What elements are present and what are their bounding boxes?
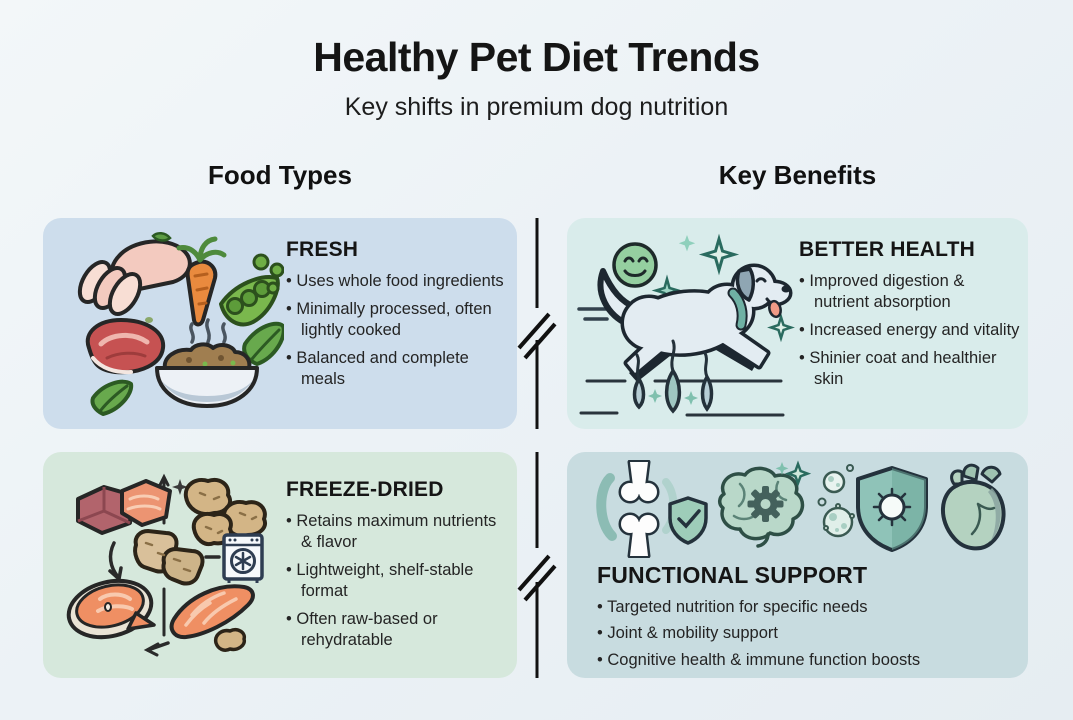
- card-functional-support: FUNCTIONAL SUPPORT Targeted nutrition fo…: [567, 452, 1028, 678]
- bullet: Lightweight, shelf-stable format: [286, 560, 510, 602]
- sparkle-icon: [172, 479, 188, 495]
- functional-support-heading: FUNCTIONAL SUPPORT: [597, 562, 868, 588]
- bullet: Joint & mobility support: [597, 622, 1011, 644]
- immune-shield-icon: [817, 464, 928, 552]
- bullet: Increased energy and vitality: [799, 320, 1021, 341]
- fresh-heading: FRESH: [286, 238, 359, 261]
- sparkle-icon: [678, 235, 696, 252]
- bullet: Targeted nutrition for specific needs: [597, 596, 1011, 618]
- carrot-icon: [151, 232, 227, 327]
- spinach-leaf-icon: [90, 317, 284, 416]
- sparkle-icon: [698, 233, 740, 276]
- page-subtitle: Key shifts in premium dog nutrition: [344, 93, 729, 121]
- peas-icon: [252, 253, 284, 295]
- fresh-bullets: Uses whole food ingredients Minimally pr…: [286, 271, 504, 390]
- salmon-steak-icon: [66, 578, 156, 640]
- sparkle-icon: [684, 391, 698, 405]
- running-dog-icon: [597, 263, 793, 382]
- freeze-dried-bullets: Retains maximum nutrients & flavor Light…: [286, 511, 510, 651]
- freeze-dried-cubes-icon: [133, 529, 205, 586]
- shield-virus-icon: [856, 466, 928, 552]
- fresh-ingredients-illustration: [77, 232, 284, 416]
- card-freeze-dried: FREEZE-DRIED Retains maximum nutrients &…: [43, 452, 517, 678]
- card-better-health: BETTER HEALTH Improved digestion & nutri…: [567, 218, 1028, 429]
- bullet: Balanced and complete meals: [286, 348, 504, 390]
- gear-icon: [747, 486, 784, 522]
- raw-meat-cubes-icon: [76, 479, 172, 535]
- sparkle-icon: [775, 462, 789, 475]
- better-health-bullets: Improved digestion & nutrient absorption…: [799, 271, 1021, 390]
- card-fresh: FRESH Uses whole food ingredients Minima…: [43, 218, 517, 429]
- salmon-fillet-icon: [169, 584, 255, 652]
- column-header-food-types: Food Types: [208, 160, 352, 190]
- freeze-dried-nuggets-icon: [183, 478, 267, 546]
- chicken-slices-icon: [77, 239, 192, 316]
- freezer-icon: [222, 533, 264, 583]
- bullet: Shinier coat and healthier skin: [799, 348, 1021, 390]
- better-health-heading: BETTER HEALTH: [799, 238, 976, 261]
- smiley-face-icon: [612, 242, 658, 288]
- functional-support-icons: [596, 460, 1006, 558]
- steam-icon: [189, 318, 227, 344]
- snowflake-icon: [234, 551, 252, 571]
- column-header-key-benefits: Key Benefits: [718, 160, 877, 190]
- bullet: Uses whole food ingredients: [286, 271, 504, 292]
- running-dog-illustration: [577, 233, 795, 417]
- column-divider: [515, 452, 559, 678]
- sparkle-icon: [784, 460, 812, 487]
- functional-support-bullets: Targeted nutrition for specific needs Jo…: [597, 596, 1011, 671]
- bullet: Retains maximum nutrients & flavor: [286, 511, 510, 553]
- germ-icon: [817, 464, 855, 538]
- bullet: Cognitive health & immune function boost…: [597, 649, 1011, 671]
- freeze-dried-heading: FREEZE-DRIED: [286, 478, 444, 501]
- freeze-dried-process-illustration: [66, 473, 267, 657]
- joint-shield-icon: [596, 460, 708, 558]
- bullet: Improved digestion & nutrient absorption: [799, 271, 1021, 313]
- food-bowl-icon: [155, 318, 259, 408]
- bullet: Minimally processed, often lightly cooke…: [286, 299, 504, 341]
- hair-follicle-icon: [579, 339, 785, 417]
- nugget-speckles: [198, 491, 258, 535]
- steak-icon: [85, 318, 166, 375]
- page-title: Healthy Pet Diet Trends: [313, 34, 760, 80]
- bullet: Often raw-based or rehydratable: [286, 609, 510, 651]
- brain-gear-icon: [718, 460, 812, 548]
- column-divider: [515, 218, 559, 429]
- sparkle-icon: [767, 312, 795, 343]
- heart-icon: [940, 463, 1006, 551]
- sparkle-icon: [648, 389, 662, 403]
